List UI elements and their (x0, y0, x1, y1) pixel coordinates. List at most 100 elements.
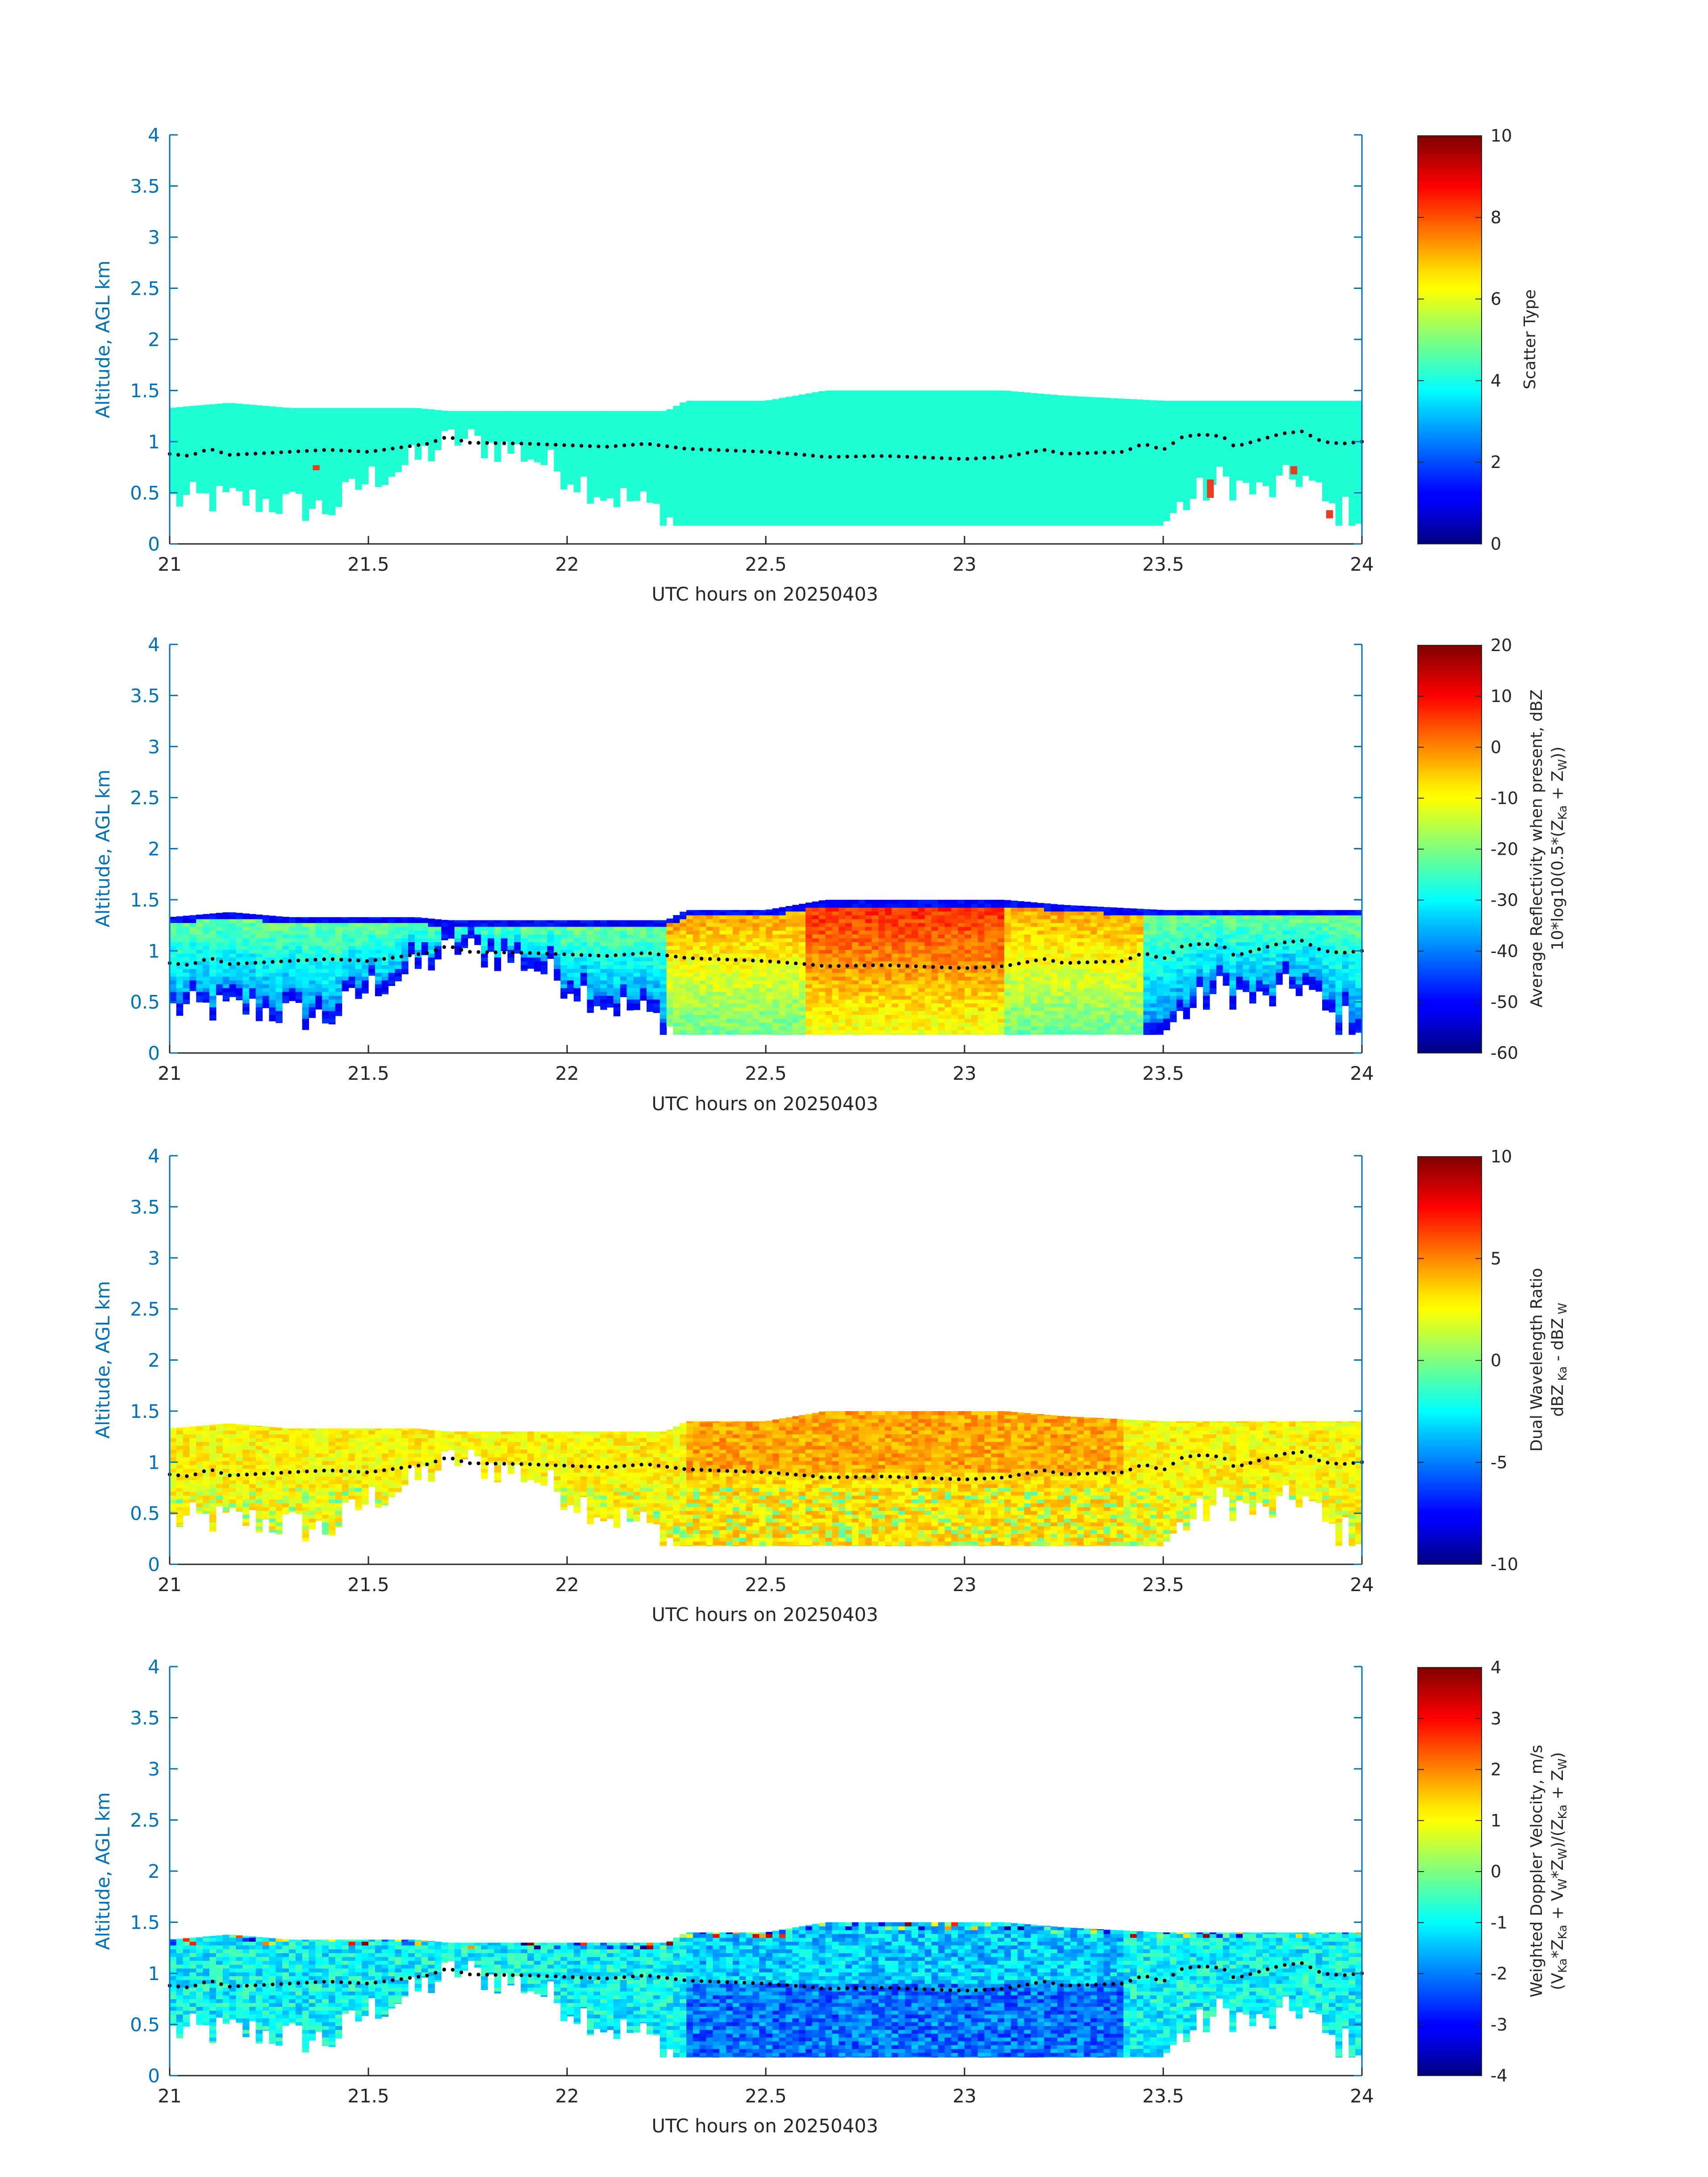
heatmap-cell (706, 521, 713, 525)
heatmap-cell (858, 421, 866, 426)
heatmap-cell (189, 460, 196, 464)
heatmap-cell (209, 417, 217, 422)
heatmap-cell (759, 433, 766, 437)
heatmap-cell (375, 436, 382, 441)
heatmap-cell (454, 411, 462, 414)
heatmap-cell (309, 475, 316, 479)
heatmap-cell (322, 494, 329, 498)
heatmap-cell (752, 490, 760, 494)
heatmap-cell (1103, 460, 1111, 464)
heatmap-cell (885, 417, 892, 422)
heatmap-cell (812, 479, 819, 483)
heatmap-cell (434, 417, 442, 422)
heatmap-cell (719, 467, 727, 472)
heatmap-cell (1229, 498, 1236, 501)
heatmap-cell (858, 506, 866, 510)
heatmap-cell (1176, 463, 1184, 468)
heatmap-cell (1229, 486, 1236, 491)
heatmap-cell (580, 455, 588, 460)
heatmap-cell (898, 486, 906, 491)
heatmap-cell (229, 429, 236, 433)
heatmap-cell (507, 436, 514, 441)
heatmap-cell (891, 525, 899, 526)
heatmap-cell (1355, 429, 1362, 433)
heatmap-cell (746, 405, 753, 410)
heatmap-cell (236, 414, 243, 418)
heatmap-cell (1110, 414, 1117, 418)
heatmap-cell (739, 467, 747, 472)
heatmap-cell (1037, 414, 1044, 418)
heatmap-cell (329, 479, 336, 483)
heatmap-cell (779, 501, 786, 506)
heatmap-cell (977, 394, 985, 399)
heatmap-cell (1143, 460, 1150, 464)
heatmap-cell (342, 467, 349, 472)
heatmap-cell (302, 486, 309, 491)
heatmap-cell (726, 455, 733, 460)
heatmap-cell (1342, 444, 1349, 448)
heatmap-cell (746, 448, 753, 452)
heatmap-cell (666, 436, 673, 441)
heatmap-cell (971, 390, 978, 395)
heatmap-cell (1269, 440, 1276, 445)
heatmap-cell (1322, 475, 1329, 479)
heatmap-cell (1031, 425, 1038, 429)
heatmap-cell (878, 490, 885, 494)
heatmap-cell (666, 513, 673, 518)
heatmap-cell (719, 490, 727, 494)
heatmap-cell (1143, 455, 1150, 460)
heatmap-cell (329, 421, 336, 426)
heatmap-cell (580, 436, 588, 441)
heatmap-cell (1163, 482, 1170, 487)
heatmap-cell (461, 417, 468, 422)
heatmap-cell (726, 417, 733, 422)
heatmap-cell (1050, 421, 1058, 426)
heatmap-cell (693, 421, 700, 426)
heatmap-cell (1209, 417, 1217, 422)
heatmap-cell (1349, 433, 1356, 437)
heatmap-cell (1084, 402, 1091, 406)
heatmap-cell (302, 471, 309, 475)
heatmap-cell (1196, 436, 1203, 441)
heatmap-cell (732, 401, 740, 402)
heatmap-cell (965, 390, 972, 395)
heatmap-cell (1169, 486, 1177, 491)
heatmap-cell (792, 525, 799, 526)
heatmap-cell (315, 486, 322, 491)
heatmap-cell (878, 402, 885, 406)
heatmap-cell (626, 467, 634, 472)
heatmap-cell (931, 394, 939, 399)
heatmap-cell (640, 436, 647, 441)
heatmap-cell (1064, 513, 1071, 518)
heatmap-cell (858, 444, 866, 448)
heatmap-cell (812, 506, 819, 510)
heatmap-cell (938, 417, 945, 422)
heatmap-cell (713, 467, 720, 472)
heatmap-cell (918, 490, 925, 494)
heatmap-cell (640, 482, 647, 487)
heatmap-cell (865, 490, 872, 494)
heatmap-cell (395, 421, 402, 426)
heatmap-cell (1315, 409, 1323, 414)
heatmap-cell (216, 479, 223, 483)
heatmap-cell (222, 440, 230, 445)
heatmap-cell (660, 467, 667, 472)
heatmap-cell (494, 448, 501, 452)
heatmap-cell (1236, 444, 1243, 448)
heatmap-cell (1024, 475, 1031, 479)
heatmap-cell (1117, 436, 1124, 441)
melt-layer-dot (1077, 451, 1081, 455)
heatmap-cell (189, 479, 196, 482)
heatmap-cell (699, 409, 707, 414)
heatmap-cell (276, 409, 283, 414)
heatmap-cell (448, 425, 455, 429)
heatmap-cell (1190, 405, 1197, 410)
heatmap-cell (1302, 448, 1309, 452)
heatmap-cell (554, 433, 561, 437)
heatmap-cell (1223, 401, 1230, 402)
heatmap-cell (388, 444, 395, 448)
heatmap-cell (1110, 455, 1117, 460)
heatmap-cell (289, 414, 296, 418)
heatmap-cell (1176, 475, 1184, 479)
heatmap-cell (229, 475, 236, 479)
